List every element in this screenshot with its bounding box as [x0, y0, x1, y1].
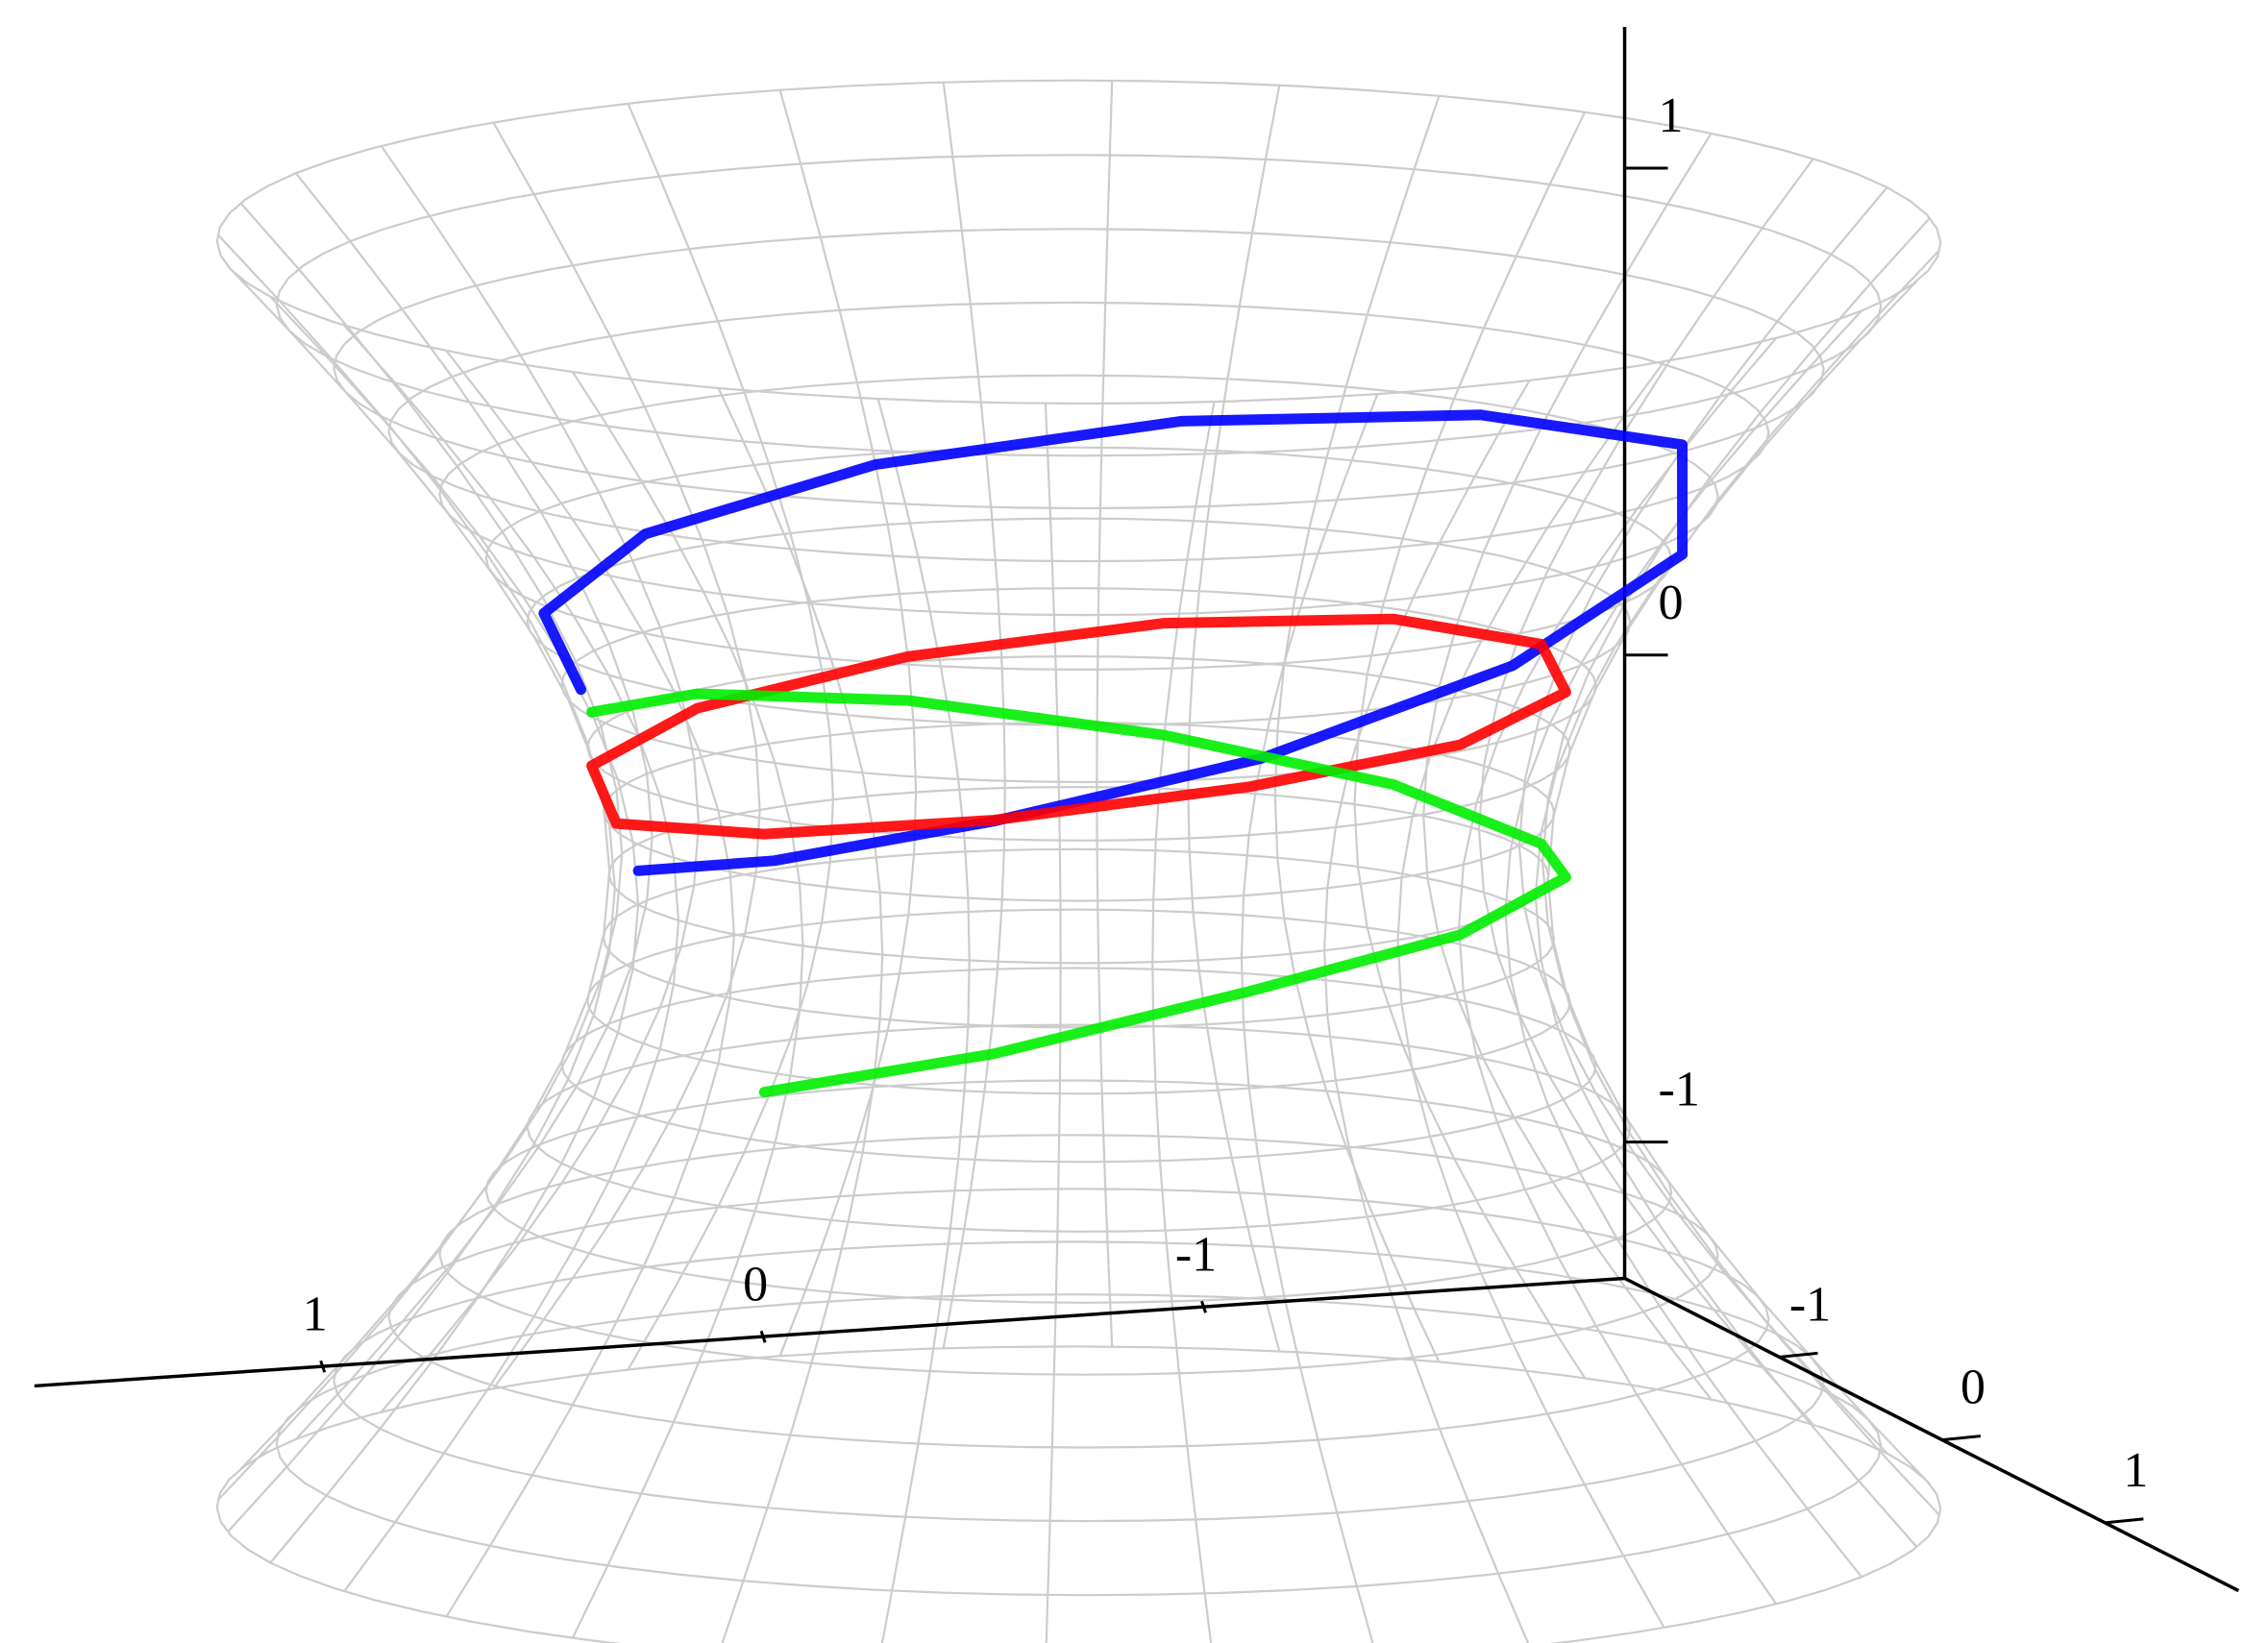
x-tick-label: -1 — [1175, 1227, 1217, 1282]
y-tick-label: -1 — [1789, 1277, 1831, 1332]
y-axis — [1623, 1276, 2240, 1593]
surface-meridian — [343, 324, 680, 1592]
surface-meridian — [876, 398, 971, 1643]
x-axis — [34, 1276, 1625, 1388]
surface-meridian — [295, 172, 653, 1440]
surface-ring — [275, 1293, 1883, 1597]
surface-meridian — [1477, 158, 1814, 1426]
surface-meridian — [1273, 95, 1441, 1362]
surface-meridian — [1517, 186, 1888, 1455]
trajectory — [586, 613, 1571, 840]
x-tick — [1200, 1300, 1207, 1313]
surface-meridian — [269, 296, 640, 1564]
surface-meridian — [627, 103, 835, 1371]
z-tick-label: -1 — [1659, 1063, 1700, 1117]
surface-ring — [438, 1134, 1719, 1376]
surface-meridian — [778, 89, 918, 1357]
surface-ring — [387, 1188, 1770, 1449]
surface-meridian — [1422, 133, 1713, 1401]
surface-meridian — [1096, 80, 1114, 1347]
y-tick — [1779, 1351, 1818, 1359]
surface-meridian — [216, 233, 611, 1502]
surface-meridian — [1240, 393, 1379, 1643]
surface-meridian — [1457, 337, 1778, 1606]
surface-ring — [275, 154, 1883, 457]
surface-meridian — [1151, 402, 1216, 1643]
x-tick — [319, 1360, 327, 1373]
surface-meridian — [380, 145, 701, 1413]
y-tick — [2105, 1517, 2144, 1525]
surface-meridian — [227, 265, 617, 1533]
surface-meridian — [1322, 380, 1531, 1643]
surface-meridian — [492, 121, 761, 1389]
x-tick-label: 1 — [303, 1287, 328, 1341]
surface-meridian — [1187, 85, 1281, 1352]
y-tick-label: 0 — [1960, 1361, 1985, 1415]
y-tick-label: 1 — [2123, 1443, 2148, 1498]
surface-meridian — [942, 82, 1006, 1349]
surface-ring — [215, 1345, 1942, 1643]
x-tick — [759, 1330, 767, 1343]
surface-meridian — [1396, 360, 1665, 1629]
surface-meridian — [571, 371, 804, 1639]
y-tick — [1941, 1435, 1982, 1442]
surface-ring — [438, 374, 1719, 617]
z-tick-label: 1 — [1659, 88, 1684, 143]
surface-meridian — [1353, 111, 1587, 1379]
z-tick-label: 0 — [1659, 576, 1684, 630]
surface-meridian — [445, 350, 736, 1618]
surface-meridian — [717, 387, 884, 1643]
surface-meridian — [239, 202, 624, 1470]
x-tick-label: 0 — [743, 1257, 768, 1312]
surface-meridian — [1541, 217, 1931, 1485]
trajectory — [586, 688, 1571, 1098]
surface-meridian — [1044, 403, 1062, 1643]
